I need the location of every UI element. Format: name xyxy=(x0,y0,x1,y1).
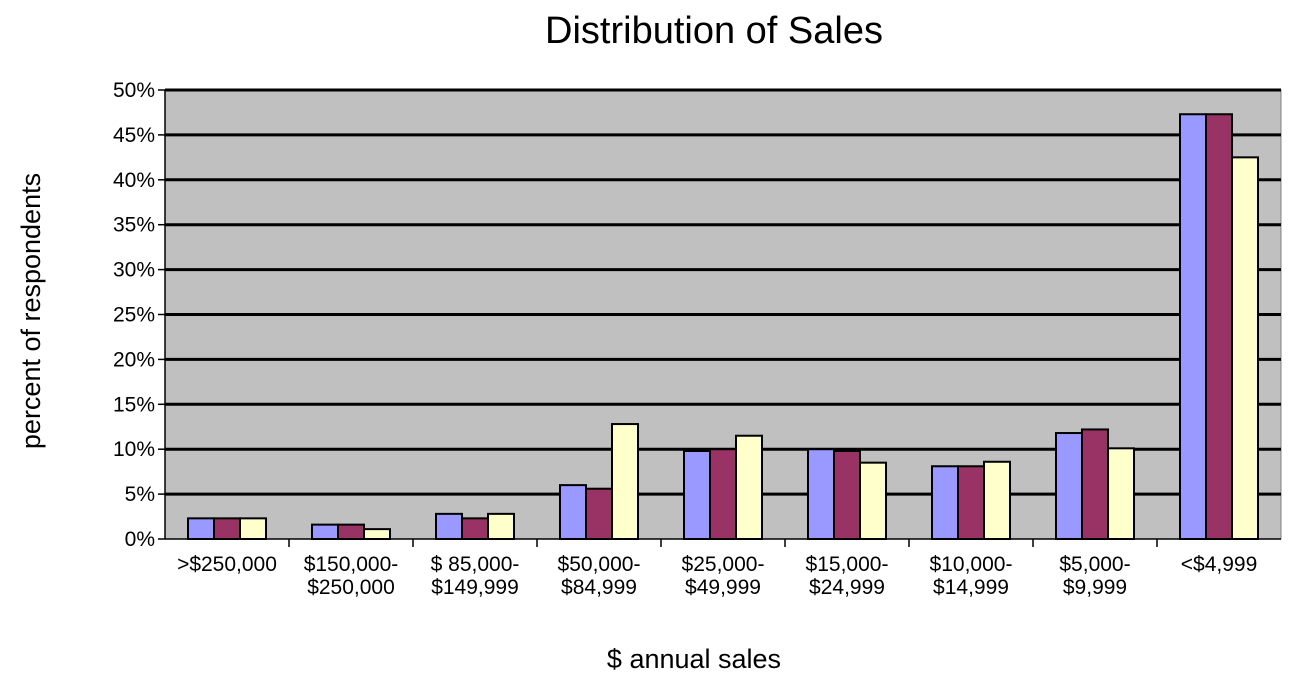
bar xyxy=(859,461,887,541)
x-tick-label: $5,000- xyxy=(1059,553,1130,576)
y-tick-label: 30% xyxy=(113,259,155,282)
x-tick-label: $10,000- xyxy=(930,553,1013,576)
x-tick-label: $ 85,000- xyxy=(431,553,520,576)
bar xyxy=(1179,113,1207,540)
bar xyxy=(611,423,639,540)
bar xyxy=(957,465,985,540)
x-tick-label: $250,000 xyxy=(307,576,395,599)
y-tick-label: 0% xyxy=(125,528,155,551)
bar xyxy=(461,517,489,541)
bar xyxy=(1205,113,1233,540)
bar xyxy=(187,517,215,541)
x-tick-label: $9,999 xyxy=(1063,576,1127,599)
y-tick-label: 20% xyxy=(113,348,155,371)
bar xyxy=(709,448,737,541)
y-tick-label: 40% xyxy=(113,169,155,192)
bar xyxy=(585,487,613,541)
bar xyxy=(435,512,463,541)
x-tick-label: $14,999 xyxy=(933,576,1009,599)
x-tick-label: $150,000- xyxy=(304,553,399,576)
y-tick-label: 25% xyxy=(113,304,155,327)
bar xyxy=(1055,432,1083,541)
bar xyxy=(683,449,711,540)
x-axis-label: $ annual sales xyxy=(607,644,781,673)
y-tick-label: 5% xyxy=(125,483,155,506)
bar xyxy=(363,528,391,541)
y-tick-label: 50% xyxy=(113,79,155,102)
bar xyxy=(311,523,339,541)
x-tick-label: $50,000- xyxy=(558,553,641,576)
bar xyxy=(213,517,241,541)
x-tick-label: $24,999 xyxy=(809,576,885,599)
bar xyxy=(1081,428,1109,540)
chart-title: Distribution of Sales xyxy=(545,10,883,52)
bar xyxy=(983,460,1011,540)
bar xyxy=(487,512,515,541)
bar xyxy=(833,449,861,540)
bar xyxy=(1107,447,1135,540)
x-tick-label: <$4,999 xyxy=(1181,553,1258,576)
y-tick-label: 45% xyxy=(113,124,155,147)
y-tick-label: 35% xyxy=(113,214,155,237)
y-tick-label: 15% xyxy=(113,393,155,416)
y-axis-label: percent of respondents xyxy=(16,173,46,449)
x-tick-label: $149,999 xyxy=(431,576,519,599)
bar xyxy=(931,465,959,540)
bar xyxy=(337,523,365,541)
x-tick-label: $84,999 xyxy=(561,576,637,599)
x-tick-label: $49,999 xyxy=(685,576,761,599)
bar xyxy=(1231,156,1259,540)
y-tick-label: 10% xyxy=(113,438,155,461)
x-tick-label: $15,000- xyxy=(806,553,889,576)
x-tick-label: >$250,000 xyxy=(177,553,277,576)
bar xyxy=(807,448,835,541)
bar xyxy=(735,434,763,541)
bar xyxy=(559,484,587,540)
x-tick-label: $25,000- xyxy=(682,553,765,576)
bar xyxy=(239,517,267,541)
